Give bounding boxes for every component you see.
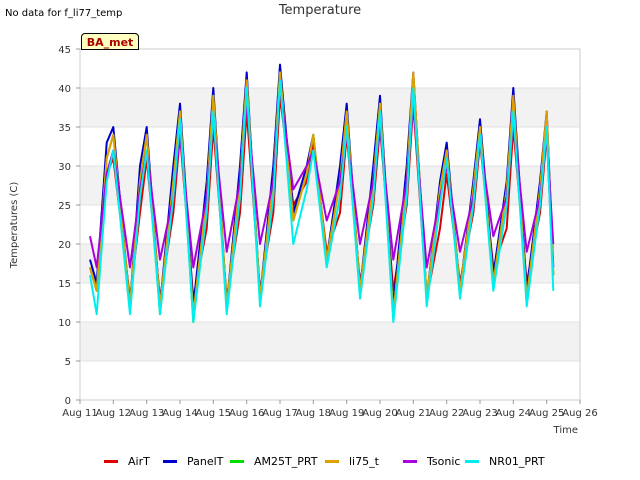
station-badge: BA_met [81,33,139,50]
legend-item: Tsonic [403,452,460,470]
x-tick-label: Aug 13 [129,408,164,419]
x-tick-label: Aug 12 [96,408,131,419]
x-tick-label: Aug 15 [196,408,231,419]
x-tick-label: Aug 18 [296,408,331,419]
x-tick-label: Aug 24 [496,408,531,419]
y-tick-label: 15 [58,279,71,290]
no-data-notice: No data for f_li77_temp [5,8,123,19]
legend-label: Tsonic [427,454,461,468]
legend-swatch [104,459,118,463]
y-tick-label: 25 [58,201,71,212]
y-tick-label: 30 [58,162,71,173]
y-tick-label: 0 [65,396,71,407]
chart-legend: AirT PanelT AM25T_PRT li75_t Tsonic NR01_PRT [0,452,640,470]
x-tick-label: Aug 23 [462,408,497,419]
x-tick-label: Aug 17 [262,408,297,419]
legend-item: NR01_PRT [465,452,545,470]
x-tick-label: Aug 26 [562,408,597,419]
y-tick-label: 5 [65,357,71,368]
series-line-nr01-prt [89,79,555,323]
y-tick-label: 40 [58,84,71,95]
x-tick-label: Aug 16 [229,408,264,419]
x-tick-label: Aug 11 [62,408,97,419]
x-tick-label: Aug 25 [529,408,564,419]
plot-frame [79,48,581,401]
x-tick-label: Aug 21 [396,408,431,419]
grid-band [80,88,580,127]
x-tick-label: Aug 20 [362,408,397,419]
legend-item: AirT [104,452,150,470]
x-axis-label: Time [553,425,578,436]
y-tick-label: 45 [58,45,71,56]
legend-label: AirT [128,454,150,468]
legend-item: li75_t [325,452,379,470]
legend-label: NR01_PRT [489,454,545,468]
legend-label: PanelT [187,454,224,468]
legend-item: PanelT [163,452,223,470]
y-tick-label: 20 [58,240,71,251]
x-tick-label: Aug 22 [429,408,464,419]
legend-swatch [403,459,417,463]
y-axis-label: Temperatures (C) [9,182,20,270]
legend-swatch [163,459,177,463]
legend-label: li75_t [349,454,379,468]
legend-swatch [325,459,339,463]
legend-item: AM25T_PRT [230,452,317,470]
x-tick-label: Aug 19 [329,408,364,419]
y-tick-label: 10 [58,318,71,329]
legend-label: AM25T_PRT [254,454,318,468]
x-tick-label: Aug 14 [162,408,197,419]
grid-band [80,166,580,205]
chart-title: Temperature [278,3,362,18]
y-tick-label: 35 [58,123,71,134]
series-lines [89,63,555,323]
legend-swatch [465,459,479,463]
legend-swatch [230,459,244,463]
grid-band [80,322,580,361]
